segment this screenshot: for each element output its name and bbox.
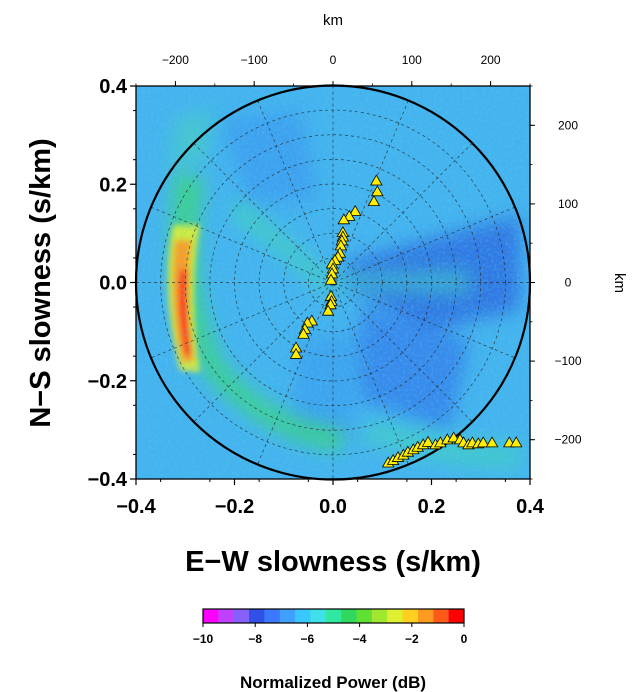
y-tick-label: 0.4: [99, 76, 128, 98]
colorbar-swatch: [218, 609, 234, 623]
y-axis-left: −0.4 −0.2 0.0 0.2 0.4: [88, 76, 136, 491]
colorbar-tick-label: −8: [248, 632, 262, 646]
right-tick-label: 0: [565, 276, 572, 290]
x-tick-label: 0.0: [319, 496, 347, 518]
top-tick-label: −200: [162, 53, 189, 67]
colorbar: −10 −8 −6 −4 −2 0 Normalized Power (dB): [193, 609, 468, 692]
right-tick-label: −200: [554, 433, 581, 447]
y-tick-label: −0.4: [88, 469, 128, 491]
y-axis-right-km: −200 −100 0 100 200: [530, 86, 582, 479]
colorbar-swatch: [449, 609, 465, 623]
colorbar-swatch: [433, 609, 449, 623]
colorbar-swatch: [357, 609, 373, 623]
colorbar-title: Normalized Power (dB): [240, 673, 426, 692]
colorbar-swatch: [264, 609, 280, 623]
colorbar-swatch: [310, 609, 326, 623]
colorbar-swatch: [326, 609, 342, 623]
y-axis-title: N−S slowness (s/km): [25, 138, 57, 427]
colorbar-tick-label: −4: [353, 632, 367, 646]
colorbar-swatch: [372, 609, 388, 623]
right-tick-label: 100: [558, 197, 578, 211]
colorbar-swatch: [403, 609, 419, 623]
colorbar-swatch: [418, 609, 434, 623]
colorbar-tick-label: −10: [193, 632, 214, 646]
colorbar-tick-label: −6: [301, 632, 315, 646]
colorbar-swatch: [387, 609, 403, 623]
y-tick-label: 0.2: [99, 174, 127, 196]
colorbar-ticks: −10 −8 −6 −4 −2 0: [193, 623, 468, 646]
y-tick-label: 0.0: [99, 273, 127, 295]
plot-area: [136, 86, 530, 480]
colorbar-swatch: [249, 609, 265, 623]
x-tick-label: −0.2: [215, 496, 254, 518]
right-tick-label: −100: [554, 354, 581, 368]
colorbar-swatch: [203, 609, 219, 623]
x-axis-title: E−W slowness (s/km): [185, 546, 481, 578]
top-tick-label: −100: [241, 53, 268, 67]
y-tick-label: −0.2: [88, 371, 127, 393]
top-axis-title: km: [323, 12, 343, 29]
colorbar-swatch: [295, 609, 311, 623]
x-tick-label: 0.4: [516, 496, 545, 518]
colorbar-tick-label: −2: [405, 632, 419, 646]
colorbar-tick-label: 0: [461, 632, 468, 646]
colorbar-swatch: [280, 609, 296, 623]
top-tick-label: 0: [330, 53, 337, 67]
x-axis-bottom: −0.4 −0.2 0.0 0.2 0.4: [116, 479, 545, 518]
colorbar-swatch: [341, 609, 357, 623]
colorbar-swatch: [234, 609, 250, 623]
right-tick-label: 200: [558, 118, 578, 132]
x-tick-label: −0.4: [116, 496, 156, 518]
colorbar-swatches: [203, 609, 465, 623]
x-axis-top-km: −200 −100 0 100 200: [136, 53, 530, 86]
top-tick-label: 200: [481, 53, 501, 67]
x-tick-label: 0.2: [418, 496, 446, 518]
top-tick-label: 100: [402, 53, 422, 67]
right-axis-title: km: [611, 273, 628, 293]
